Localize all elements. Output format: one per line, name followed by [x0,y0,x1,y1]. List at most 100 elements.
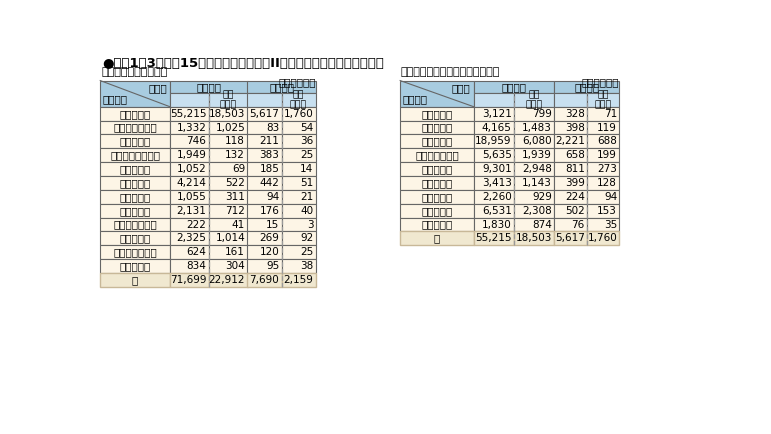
Text: （単位：人）: （単位：人） [582,77,620,87]
Text: 383: 383 [259,150,279,160]
Bar [100,273,170,287]
Text: 地域試験: 地域試験 [402,95,427,105]
Text: 222: 222 [187,220,207,230]
Text: 92: 92 [300,233,313,243]
Bar [514,107,554,121]
Text: 688: 688 [598,136,617,146]
Text: 94: 94 [266,192,279,202]
Bar [281,259,315,273]
Text: 522: 522 [225,178,245,188]
Text: 18,503: 18,503 [516,233,552,243]
Text: 874: 874 [532,220,552,230]
Text: 土　　　木: 土 木 [120,178,151,188]
Text: 128: 128 [598,178,617,188]
Text: 計: 計 [434,233,440,243]
Text: ●資料1－3　平成15年度国家公務員採用II種試験の申込者数・合格者数: ●資料1－3 平成15年度国家公務員採用II種試験の申込者数・合格者数 [102,57,384,70]
Bar [281,135,315,148]
Text: 合格者数: 合格者数 [269,82,294,92]
Text: 機　　　械: 機 械 [120,164,151,174]
Text: 2,308: 2,308 [522,206,552,216]
Text: 132: 132 [225,150,245,160]
Text: 746: 746 [187,136,207,146]
Text: 2,948: 2,948 [522,164,552,174]
Bar [247,148,281,162]
Text: 2,260: 2,260 [482,192,512,202]
Bar [554,93,587,107]
Bar [281,176,315,190]
Text: 6,531: 6,531 [482,206,512,216]
Text: 929: 929 [532,192,552,202]
Bar [247,204,281,217]
Text: 1,483: 1,483 [522,122,552,132]
Text: 4,214: 4,214 [177,178,207,188]
Bar [587,162,620,176]
Text: 1,830: 1,830 [482,220,512,230]
Text: 95: 95 [266,261,279,271]
Text: 811: 811 [564,164,584,174]
Bar [209,107,247,121]
Text: 9,301: 9,301 [482,164,512,174]
Bar [400,204,474,217]
Text: 398: 398 [564,122,584,132]
Text: 273: 273 [598,164,617,174]
Text: 624: 624 [187,247,207,257]
Bar [170,204,209,217]
Text: 211: 211 [259,136,279,146]
Bar [170,176,209,190]
Bar [587,176,620,190]
Text: 5,617: 5,617 [249,108,279,118]
Text: 2,131: 2,131 [177,206,207,216]
Bar [170,259,209,273]
Bar [587,204,620,217]
Bar [209,245,247,259]
Bar [587,148,620,162]
Bar [474,176,514,190]
Bar [247,259,281,273]
Text: 36: 36 [300,136,313,146]
Text: 1,052: 1,052 [177,164,207,174]
Text: 1,055: 1,055 [177,192,207,202]
Text: 18,959: 18,959 [475,136,512,146]
Text: 71,699: 71,699 [170,275,207,285]
Bar [514,231,554,245]
Bar [554,190,587,204]
Bar [209,176,247,190]
Bar [400,135,474,148]
Bar [170,162,209,176]
Text: 区分試験: 区分試験 [103,95,127,105]
Bar [281,190,315,204]
Text: 3,413: 3,413 [482,178,512,188]
Bar [400,176,474,190]
Text: 1,949: 1,949 [177,150,207,160]
Text: 項　目: 項 目 [452,83,471,93]
Bar [100,231,170,245]
Bar [281,204,315,217]
Bar [587,93,620,107]
Bar [247,135,281,148]
Bar [554,204,587,217]
Text: 176: 176 [259,206,279,216]
Bar [247,217,281,231]
Bar [400,217,474,231]
Text: 2,159: 2,159 [284,275,313,285]
Text: 40: 40 [300,206,313,216]
Text: 東　海　北　陸: 東 海 北 陸 [415,150,459,160]
Bar [100,245,170,259]
Bar [170,81,247,93]
Text: 22,912: 22,912 [209,275,245,285]
Text: 25: 25 [300,150,313,160]
Bar [247,93,281,107]
Text: 1,025: 1,025 [215,122,245,132]
Bar [209,148,247,162]
Bar [170,217,209,231]
Bar [170,93,209,107]
Bar [514,148,554,162]
Text: 14: 14 [300,164,313,174]
Text: 799: 799 [532,108,552,118]
Bar [209,231,247,245]
Bar [170,245,209,259]
Bar [281,93,315,107]
Text: うち
女性数: うち 女性数 [220,90,237,109]
Bar [100,190,170,204]
Text: 北　海　道: 北 海 道 [422,108,453,118]
